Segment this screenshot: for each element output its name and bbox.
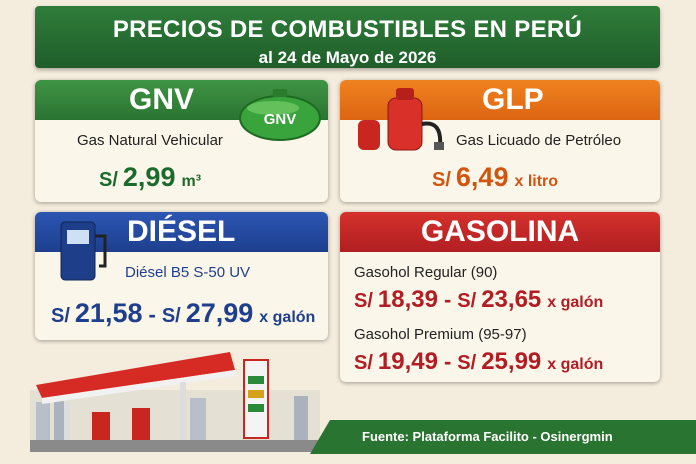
separator: - bbox=[443, 287, 452, 312]
unit: m³ bbox=[181, 173, 202, 190]
source: Fuente: Plataforma Facilito - Osinergmin bbox=[362, 429, 613, 444]
currency: S/ bbox=[457, 290, 477, 312]
footer-band: Fuente: Plataforma Facilito - Osinergmin bbox=[310, 420, 696, 454]
separator: - bbox=[148, 302, 156, 327]
price-from: 19,49 bbox=[377, 348, 438, 375]
glp-icon bbox=[358, 88, 444, 151]
currency: S/ bbox=[432, 169, 451, 191]
gasolina-item-name: Gasohol Premium (95-97) bbox=[354, 326, 527, 343]
unit: x galón bbox=[547, 356, 604, 373]
gasolina-card: GASOLINA Gasohol Regular (90) S/18,39- S/2… bbox=[340, 212, 660, 382]
gnv-tank-icon: GNV bbox=[239, 89, 321, 141]
diesel-card: DIÉSEL Diésel B5 S-50 UV S/ 21,58 - S/ 2… bbox=[35, 212, 328, 340]
unit: x litro bbox=[514, 173, 559, 190]
gasolina-item-name: Gasohol Regular (90) bbox=[354, 264, 498, 281]
currency: S/ bbox=[51, 305, 70, 327]
price-from: 18,39 bbox=[377, 286, 438, 313]
gnv-card: GNV GNV Gas Natural Vehicular S/ 2,99 m³ bbox=[35, 80, 328, 202]
price-from: 21,58 bbox=[74, 298, 143, 328]
currency: S/ bbox=[354, 290, 373, 312]
price-to: 23,65 bbox=[481, 286, 542, 313]
diesel-price: S/ 21,58 - S/ 27,99 x galón bbox=[51, 298, 315, 329]
currency: S/ bbox=[354, 352, 373, 374]
price: 2,99 bbox=[122, 162, 176, 192]
diesel-pump-icon bbox=[60, 221, 107, 281]
gnv-tank-label: GNV bbox=[264, 111, 297, 128]
gas-station-illustration bbox=[30, 352, 320, 452]
glp-card: GLP Gas Licuado de Petróleo S/ 6,49 x li… bbox=[340, 80, 660, 202]
gasolina-item-price: S/18,39- S/23,65 x galón bbox=[354, 286, 603, 314]
gnv-name: Gas Natural Vehicular bbox=[77, 132, 223, 149]
price-to: 25,99 bbox=[481, 348, 542, 375]
currency: S/ bbox=[99, 169, 118, 191]
subtitle: al 24 de Mayo de 2026 bbox=[258, 48, 437, 67]
unit: x galón bbox=[259, 309, 316, 326]
separator: - bbox=[443, 349, 452, 374]
title: PRECIOS DE COMBUSTIBLES EN PERÚ bbox=[112, 16, 583, 43]
price: 6,49 bbox=[455, 162, 509, 192]
footer-shape bbox=[310, 420, 696, 454]
currency: S/ bbox=[161, 305, 181, 327]
price-to: 27,99 bbox=[185, 298, 254, 328]
header-banner: PRECIOS DE COMBUSTIBLES EN PERÚ al 24 de… bbox=[35, 6, 660, 68]
gasolina-item-price: S/19,49- S/25,99 x galón bbox=[354, 348, 603, 376]
glp-price: S/ 6,49 x litro bbox=[432, 162, 558, 193]
unit: x galón bbox=[547, 294, 604, 311]
glp-name: Gas Licuado de Petróleo bbox=[456, 132, 622, 149]
diesel-name: Diésel B5 S-50 UV bbox=[125, 264, 251, 281]
gnv-price: S/ 2,99 m³ bbox=[99, 162, 201, 193]
currency: S/ bbox=[457, 352, 477, 374]
gasolina-title: GASOLINA bbox=[340, 212, 660, 252]
